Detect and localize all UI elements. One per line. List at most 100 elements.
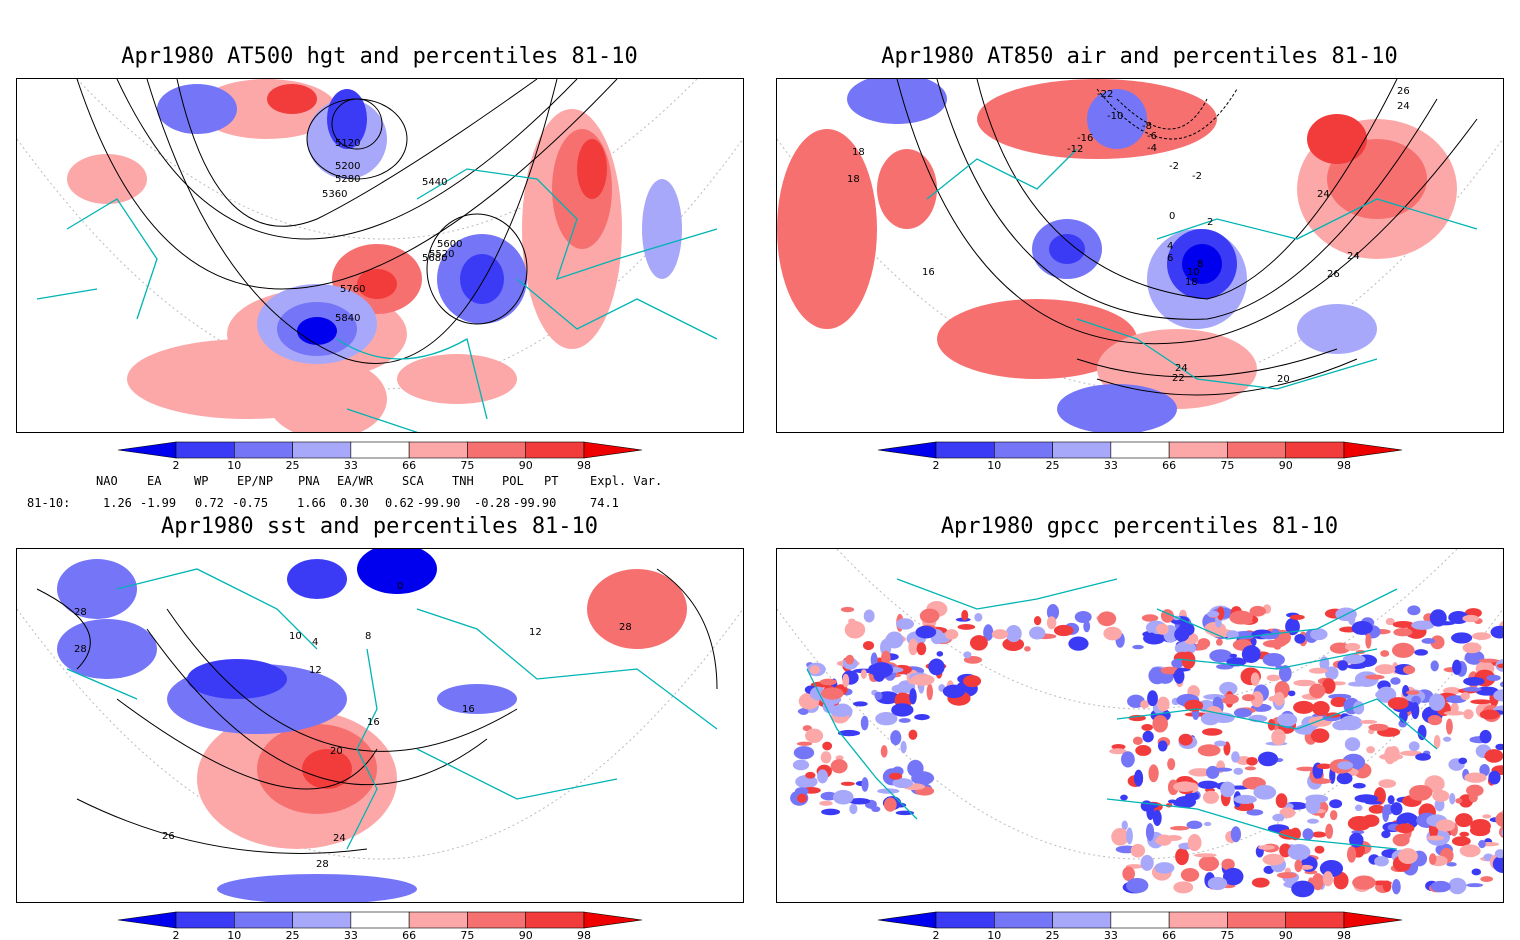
colorbar-segment: [877, 911, 937, 929]
colorbar-segment: [877, 441, 937, 459]
contour-label: -10: [1107, 111, 1123, 122]
colorbar-label: 2: [933, 459, 940, 472]
panel-title-air: Apr1980 AT850 air and percentiles 81-10: [881, 44, 1398, 69]
colorbar-top-right: 2 10 25 33 66 75 90 98: [877, 440, 1403, 472]
colorbar-segment: [467, 441, 527, 459]
index-value: 0.30: [340, 496, 369, 510]
contour-label: -8: [1142, 121, 1152, 132]
index-header: POL: [502, 474, 524, 488]
colorbar-segment: [583, 441, 643, 459]
index-header: EA: [147, 474, 162, 488]
colorbar-bottom-right: 2 10 25 33 66 75 90 98: [877, 910, 1403, 940]
colorbar-label: 75: [1220, 459, 1234, 472]
index-header: PNA: [298, 474, 320, 488]
contour-label: 28: [74, 644, 87, 655]
contour-label: 5680: [422, 253, 447, 264]
contour-label: 20: [1277, 374, 1290, 385]
contour-label: 16: [367, 717, 380, 728]
index-header: Expl. Var.: [590, 474, 663, 488]
contour-label: 5120: [335, 138, 360, 149]
contour-label: 10: [1187, 267, 1200, 278]
contour-label: 24: [1397, 101, 1410, 112]
contour-label: 12: [309, 665, 322, 676]
contour-label: 24: [1317, 189, 1330, 200]
colorbar-segment: [350, 441, 410, 459]
contour-label: 28: [316, 859, 329, 870]
colorbar-segment: [1110, 911, 1170, 929]
contour-label: 2: [1207, 217, 1213, 228]
index-value: 74.1: [590, 496, 619, 510]
colorbar-segment: [467, 911, 527, 929]
colorbar-label: 75: [460, 929, 474, 940]
colorbar-segment: [993, 911, 1053, 929]
index-value: 1.66: [297, 496, 326, 510]
colorbar-segment: [525, 911, 585, 929]
contour-label: 5360: [322, 189, 347, 200]
contour-label: 5280: [335, 174, 360, 185]
colorbar-label: 75: [1220, 929, 1234, 940]
index-header: WP: [194, 474, 209, 488]
colorbar-label: 75: [460, 459, 474, 472]
colorbar-label: 98: [577, 929, 591, 940]
index-header: EA/WR: [337, 474, 374, 488]
colorbar-label: 66: [402, 929, 416, 940]
colorbar-label: 2: [173, 459, 180, 472]
colorbar-label: 2: [933, 929, 940, 940]
colorbar-segment: [583, 911, 643, 929]
colorbar-label: 25: [1046, 929, 1060, 940]
colorbar-label: 66: [402, 459, 416, 472]
colorbar-label: 2: [173, 929, 180, 940]
index-header: SCA: [402, 474, 424, 488]
colorbar-segment: [175, 441, 235, 459]
contour-label: 4: [312, 637, 318, 648]
colorbar-label: 33: [1104, 459, 1118, 472]
colorbar-segment: [1227, 441, 1287, 459]
colorbar-label: 10: [227, 459, 241, 472]
colorbar-segment: [117, 441, 177, 459]
colorbar-segment: [233, 911, 293, 929]
colorbar-label: 66: [1162, 929, 1176, 940]
contour-label: -6: [1147, 131, 1157, 142]
contour-label: 26: [1327, 269, 1340, 280]
contour-label: 16: [922, 267, 935, 278]
contour-label: -4: [1147, 143, 1157, 154]
panel-title-sst: Apr1980 sst and percentiles 81-10: [160, 514, 599, 539]
contour-label: 5760: [340, 284, 365, 295]
colorbar-label: 90: [1279, 459, 1293, 472]
contour-label: 24: [1347, 251, 1360, 262]
colorbar-segment: [233, 441, 293, 459]
colorbar-label: 90: [1279, 929, 1293, 940]
colorbar-segment: [935, 911, 995, 929]
colorbar-label: 10: [227, 929, 241, 940]
contour-label: 5440: [422, 177, 447, 188]
colorbar-segment: [1343, 441, 1403, 459]
contour-label: 8: [1197, 259, 1203, 270]
colorbar-segment: [935, 441, 995, 459]
colorbar-segment: [1343, 911, 1403, 929]
colorbar-segment: [1227, 911, 1287, 929]
colorbar-label: 33: [344, 929, 358, 940]
contour-label: 26: [1397, 86, 1410, 97]
colorbar-label: 25: [286, 929, 300, 940]
colorbar-bottom-left: 2 10 25 33 66 75 90 98: [117, 910, 643, 940]
contour-label: 20: [330, 746, 343, 757]
contour-label: 24: [333, 833, 346, 844]
colorbar-segment: [117, 911, 177, 929]
index-value: -0.28: [474, 496, 511, 510]
index-header: NAO: [96, 474, 118, 488]
index-value: -1.99: [140, 496, 177, 510]
colorbar-segment: [408, 441, 468, 459]
contour-label: 12: [529, 627, 542, 638]
contour-label: 0: [397, 581, 403, 592]
colorbar-segment: [1168, 441, 1228, 459]
colorbar-segment: [1285, 911, 1345, 929]
index-header: EP/NP: [237, 474, 274, 488]
index-value: -0.75: [232, 496, 269, 510]
index-value: -99.90: [417, 496, 461, 510]
colorbar-segment: [350, 911, 410, 929]
colorbar-label: 33: [1104, 929, 1118, 940]
colorbar-segment: [993, 441, 1053, 459]
contour-label: 6: [1167, 253, 1173, 264]
colorbar-segment: [175, 911, 235, 929]
contour-label: 8: [365, 631, 371, 642]
